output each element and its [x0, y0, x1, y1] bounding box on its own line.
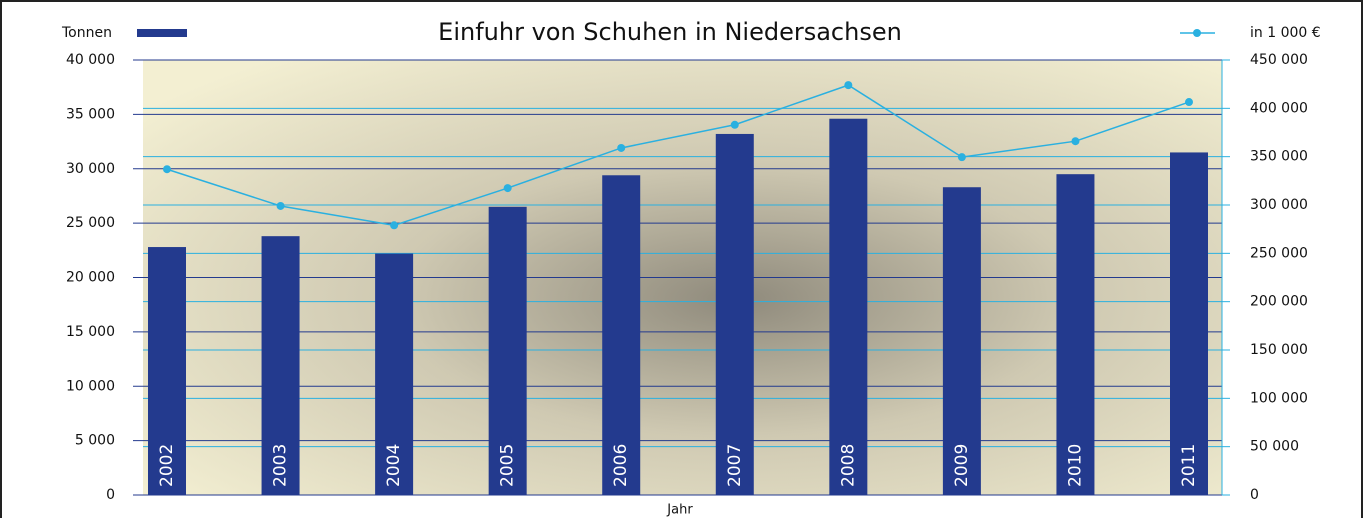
bar: [1170, 152, 1208, 495]
point: [390, 221, 398, 229]
legend-label: Tonnen: [61, 25, 112, 41]
y2-tick-label: 200 000: [1250, 294, 1308, 310]
y2-tick-label: 150 000: [1250, 342, 1308, 358]
point: [731, 121, 739, 129]
y-tick-label: 25 000: [66, 215, 115, 231]
y2-tick-label: 350 000: [1250, 149, 1308, 165]
y-tick-label: 0: [106, 487, 115, 503]
legend-swatch: [137, 29, 187, 37]
legend-swatch: [1193, 29, 1201, 37]
chart: Einfuhr von Schuhen in Niedersachsen Ton…: [0, 0, 1363, 518]
x-tick-label: 2003: [271, 444, 291, 487]
x-axis-label: Jahr: [666, 503, 693, 518]
x-tick-label: 2004: [384, 444, 404, 487]
x-tick-label: 2007: [725, 444, 745, 487]
y2-tick-label: 450 000: [1250, 52, 1308, 68]
x-tick-label: 2002: [157, 444, 177, 487]
y-tick-label: 20 000: [66, 270, 115, 286]
y-tick-label: 30 000: [66, 161, 115, 177]
y2-tick-label: 250 000: [1250, 245, 1308, 261]
x-tick-label: 2005: [498, 444, 518, 487]
y2-tick-label: 400 000: [1250, 100, 1308, 116]
point: [1185, 98, 1193, 106]
chart-title: Einfuhr von Schuhen in Niedersachsen: [438, 18, 902, 46]
x-tick-label: 2008: [838, 444, 858, 487]
point: [958, 153, 966, 161]
point: [617, 144, 625, 152]
x-tick-label: 2006: [611, 444, 631, 487]
point: [844, 81, 852, 89]
y-tick-label: 35 000: [66, 106, 115, 122]
point: [1071, 137, 1079, 145]
x-tick-label: 2009: [952, 444, 972, 487]
y-tick-label: 5 000: [75, 433, 115, 449]
legend-label: in 1 000 €: [1250, 25, 1321, 41]
y-tick-label: 10 000: [66, 378, 115, 394]
y-tick-label: 15 000: [66, 324, 115, 340]
x-tick-label: 2010: [1065, 444, 1085, 487]
y2-tick-label: 100 000: [1250, 390, 1308, 406]
x-tick-label: 2011: [1179, 444, 1199, 487]
point: [163, 165, 171, 173]
point: [277, 202, 285, 210]
y2-tick-label: 300 000: [1250, 197, 1308, 213]
bar: [829, 119, 867, 495]
y-tick-label: 40 000: [66, 52, 115, 68]
y2-tick-label: 0: [1250, 487, 1259, 503]
y2-tick-label: 50 000: [1250, 439, 1299, 455]
point: [504, 184, 512, 192]
bar: [716, 134, 754, 495]
